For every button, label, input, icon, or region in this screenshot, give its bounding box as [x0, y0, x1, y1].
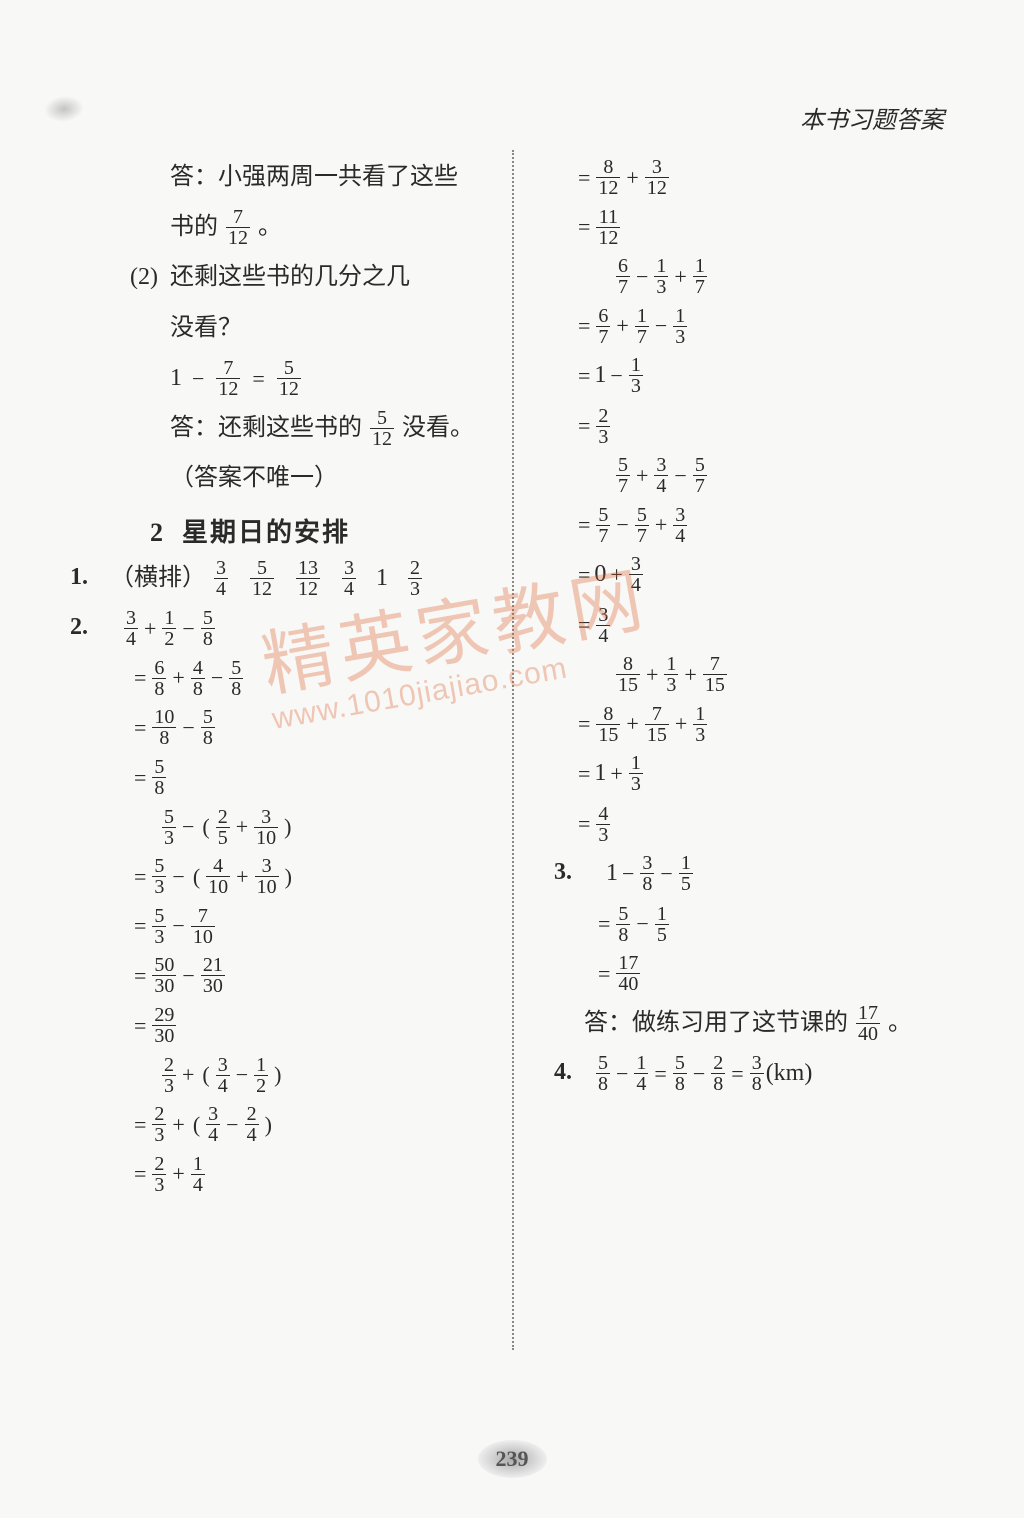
equation: =23+(34−24) [70, 1101, 492, 1147]
page-header-right: 本书习题答案 [800, 100, 944, 135]
equation: =1−13 [554, 352, 964, 398]
equation: =0+34 [554, 551, 964, 597]
equation: 815+13+715 [554, 651, 964, 697]
equation: =812+312 [554, 154, 964, 200]
equation: 23+(34−12) [70, 1052, 492, 1098]
equation: =815+715+13 [554, 701, 964, 747]
page-number: 239 [0, 1440, 1024, 1478]
fraction: 712 [226, 207, 250, 248]
section-heading: 2 星期日的安排 [70, 512, 492, 549]
question-line: 没看？ [70, 305, 492, 351]
problem-row: 3. 1−38−15 [554, 850, 964, 896]
problem-row: 1. （横排） 34 512 1312 34 1 23 [70, 555, 492, 601]
equation: 53−(25+310) [70, 804, 492, 850]
equation: =58−15 [554, 901, 964, 947]
document-page: 本书习题答案 答：小强两周一共看了这些 书的 712 。 (2) 还剩这些书的几… [0, 0, 1024, 1518]
equation: =68+48−58 [70, 655, 492, 701]
two-column-layout: 答：小强两周一共看了这些 书的 712 。 (2) 还剩这些书的几分之几 没看？… [60, 150, 964, 1350]
left-column: 答：小强两周一共看了这些 书的 712 。 (2) 还剩这些书的几分之几 没看？… [60, 150, 512, 1350]
equation: =67+17−13 [554, 303, 964, 349]
note-text: （答案不唯一） [70, 456, 492, 502]
problem-row: 4. 58−14=58−28=38(km) [554, 1050, 964, 1096]
answer-text: 书的 712 。 [70, 204, 492, 250]
problem-row: 2. 34+12−58 [70, 605, 492, 651]
answer-text: 答：做练习用了这节课的 1740 。 [554, 1000, 964, 1046]
equation: =43 [554, 801, 964, 847]
question-line: (2) 还剩这些书的几分之几 [70, 255, 492, 301]
equation: 1 − 712 = 512 [70, 355, 492, 401]
equation: =5030−2130 [70, 952, 492, 998]
answer-text: 答：小强两周一共看了这些 [70, 154, 492, 200]
scan-artifact [43, 94, 85, 124]
equation: =1740 [554, 950, 964, 996]
equation: =1+13 [554, 751, 964, 797]
equation: =53−(410+310) [70, 853, 492, 899]
equation: =23+14 [70, 1151, 492, 1197]
equation: =1112 [554, 204, 964, 250]
answer-text: 答：还剩这些书的 512 没看。 [70, 405, 492, 451]
right-column: =812+312 =1112 67−13+17 =67+17−13 =1−13 … [512, 150, 964, 1350]
equation: =53−710 [70, 903, 492, 949]
equation: =108−58 [70, 704, 492, 750]
equation: 67−13+17 [554, 253, 964, 299]
equation: =57−57+34 [554, 502, 964, 548]
equation: 57+34−57 [554, 452, 964, 498]
equation: =2930 [70, 1002, 492, 1048]
equation: =58 [70, 754, 492, 800]
equation: =34 [554, 602, 964, 648]
equation: =23 [554, 403, 964, 449]
